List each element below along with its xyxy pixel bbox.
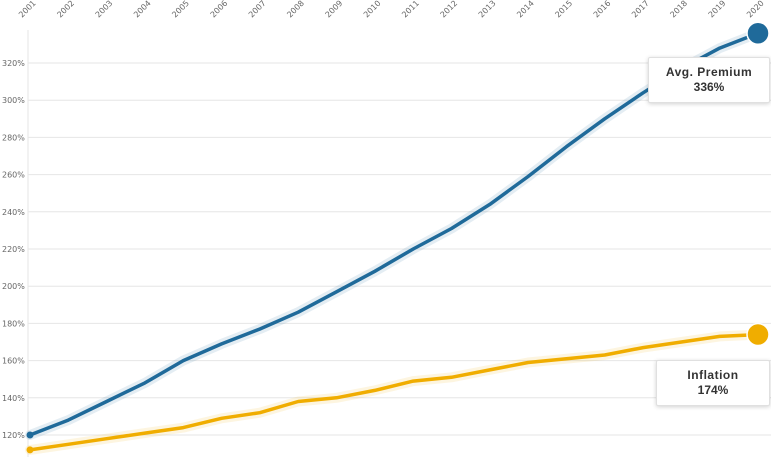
y-tick-label: 160% — [2, 357, 25, 366]
y-tick-label: 320% — [2, 59, 25, 68]
x-tick-label: 2003 — [94, 0, 115, 19]
x-tick-label: 2010 — [362, 0, 383, 19]
y-tick-label: 240% — [2, 208, 25, 217]
x-tick-label: 2007 — [247, 0, 268, 19]
series-points — [26, 21, 770, 454]
y-axis-ticks: 120% 140% 160% 180% 200% 220% 240% 260% 280% 300%… — [2, 59, 25, 440]
x-tick-label: 2009 — [324, 0, 345, 19]
series-line — [28, 332, 760, 452]
y-tick-label: 200% — [2, 282, 25, 291]
y-tick-label: 120% — [2, 431, 25, 440]
x-tick-label: 2008 — [285, 0, 306, 19]
x-tick-label: 2006 — [209, 0, 230, 19]
series-line — [28, 31, 760, 437]
x-tick-label: 2020 — [745, 0, 766, 19]
y-tick-label: 180% — [2, 319, 25, 328]
y-tick-label: 300% — [2, 96, 25, 105]
series-start-point — [26, 431, 34, 439]
x-tick-label: 2005 — [170, 0, 191, 19]
y-tick-label: 280% — [2, 133, 25, 142]
x-tick-label: 2015 — [553, 0, 574, 19]
tooltip-avg-premium: Avg. Premium 336% — [648, 57, 770, 103]
x-tick-label: 2018 — [668, 0, 689, 19]
x-tick-label: 2004 — [132, 0, 153, 19]
series-start-point — [26, 446, 34, 454]
grid-lines — [27, 30, 771, 457]
tooltip-inflation-name: Inflation — [687, 368, 739, 382]
x-tick-label: 2014 — [515, 0, 536, 19]
x-tick-label: 2017 — [630, 0, 651, 19]
y-tick-label: 260% — [2, 171, 25, 180]
x-tick-label: 2019 — [707, 0, 728, 19]
x-tick-label: 2016 — [592, 0, 613, 19]
x-tick-label: 2002 — [55, 0, 76, 19]
tooltip-avg-premium-name: Avg. Premium — [665, 65, 753, 79]
x-axis-ticks: 2001 2002 2003 2004 2005 2006 2007 2008 2009 2010… — [17, 0, 766, 19]
tooltip-inflation: Inflation 174% — [656, 360, 770, 406]
y-tick-label: 140% — [2, 394, 25, 403]
series-end-point — [746, 21, 770, 45]
series-lines — [25, 28, 763, 455]
x-tick-label: 2001 — [17, 0, 38, 19]
tooltip-avg-premium-value: 336% — [693, 80, 725, 94]
tooltip-inflation-value: 174% — [697, 383, 729, 397]
y-tick-label: 220% — [2, 245, 25, 254]
x-tick-label: 2013 — [477, 0, 498, 19]
x-tick-label: 2012 — [439, 0, 460, 19]
series-end-point — [746, 322, 770, 347]
x-tick-label: 2011 — [400, 0, 421, 19]
